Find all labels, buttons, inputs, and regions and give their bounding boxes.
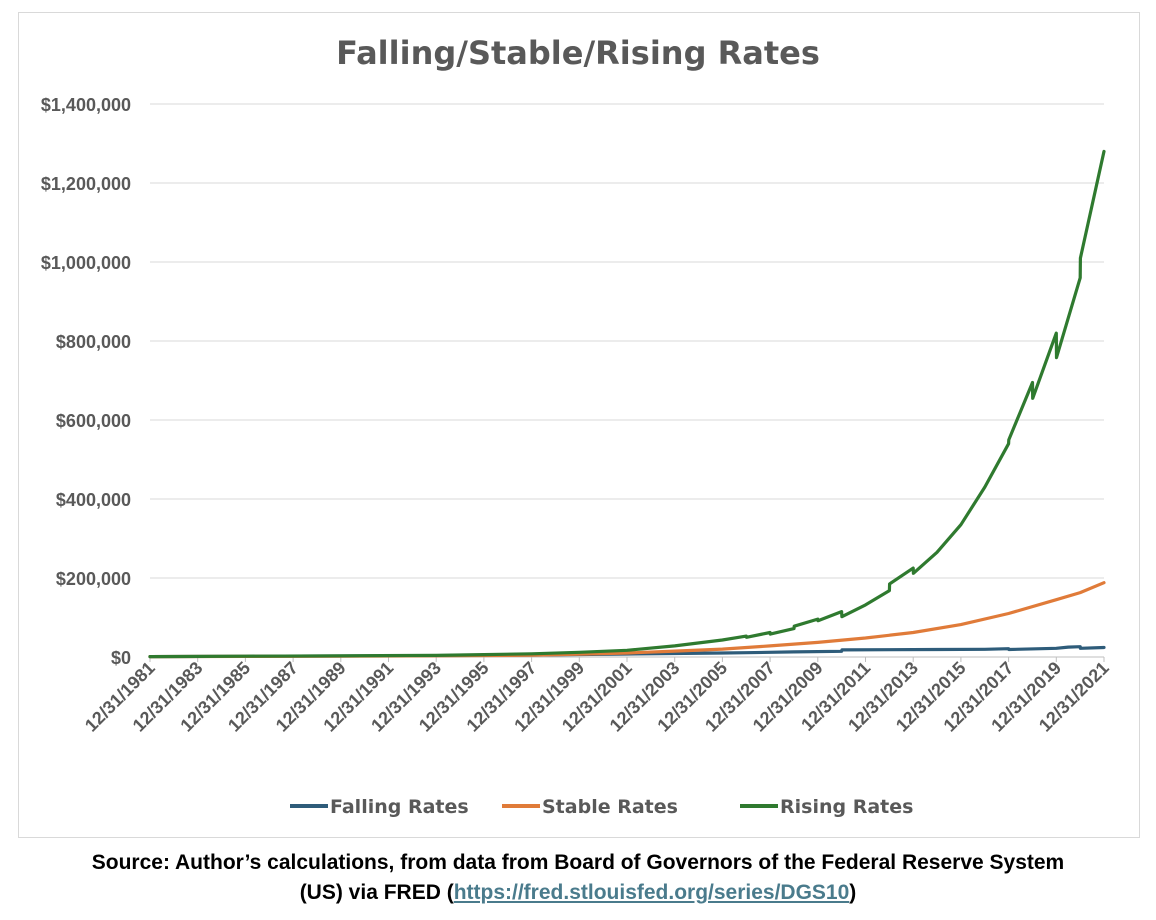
caption-line-1: Source: Author’s calculations, from data… — [91, 851, 1065, 874]
y-tick-label: $200,000 — [56, 569, 131, 589]
y-tick-label: $400,000 — [56, 490, 131, 510]
caption-suffix: ) — [849, 881, 857, 904]
legend-label: Falling Rates — [330, 796, 469, 818]
series-line-stable-rates — [148, 581, 1106, 659]
chart-frame — [18, 12, 1140, 838]
y-tick-label: $1,200,000 — [41, 174, 131, 194]
y-tick-label: $0 — [111, 648, 131, 668]
caption-line-2: (US) via FRED (https://fred.stlouisfed.o… — [0, 878, 1156, 908]
caption-prefix: (US) via FRED ( — [299, 881, 454, 904]
series-line-rising-rates — [148, 149, 1106, 659]
y-tick-label: $600,000 — [56, 411, 131, 431]
source-caption: Source: Author’s calculations, from data… — [0, 848, 1156, 908]
fred-link[interactable]: https://fred.stlouisfed.org/series/DGS10 — [453, 881, 850, 904]
y-axis: $0 $200,000 $400,000 $600,000 $800,000 $1,000… — [41, 95, 131, 668]
legend: Falling Rates Stable Rates Rising Rates — [290, 796, 913, 818]
y-tick-label: $1,000,000 — [41, 253, 131, 273]
legend-label: Stable Rates — [542, 796, 678, 818]
legend-item: Stable Rates — [502, 796, 678, 818]
series-lines — [148, 149, 1106, 659]
chart-title: Falling/Stable/Rising Rates — [336, 34, 820, 72]
gridlines — [150, 103, 1104, 658]
legend-item: Rising Rates — [740, 796, 913, 818]
legend-label: Rising Rates — [780, 796, 913, 818]
y-tick-label: $1,400,000 — [41, 95, 131, 115]
x-axis: 12/31/198112/31/198312/31/198512/31/1987… — [81, 657, 1113, 736]
line-chart: Falling/Stable/Rising Rates $0 $200,000 $4… — [41, 34, 1113, 818]
legend-item: Falling Rates — [290, 796, 469, 818]
y-tick-label: $800,000 — [56, 332, 131, 352]
